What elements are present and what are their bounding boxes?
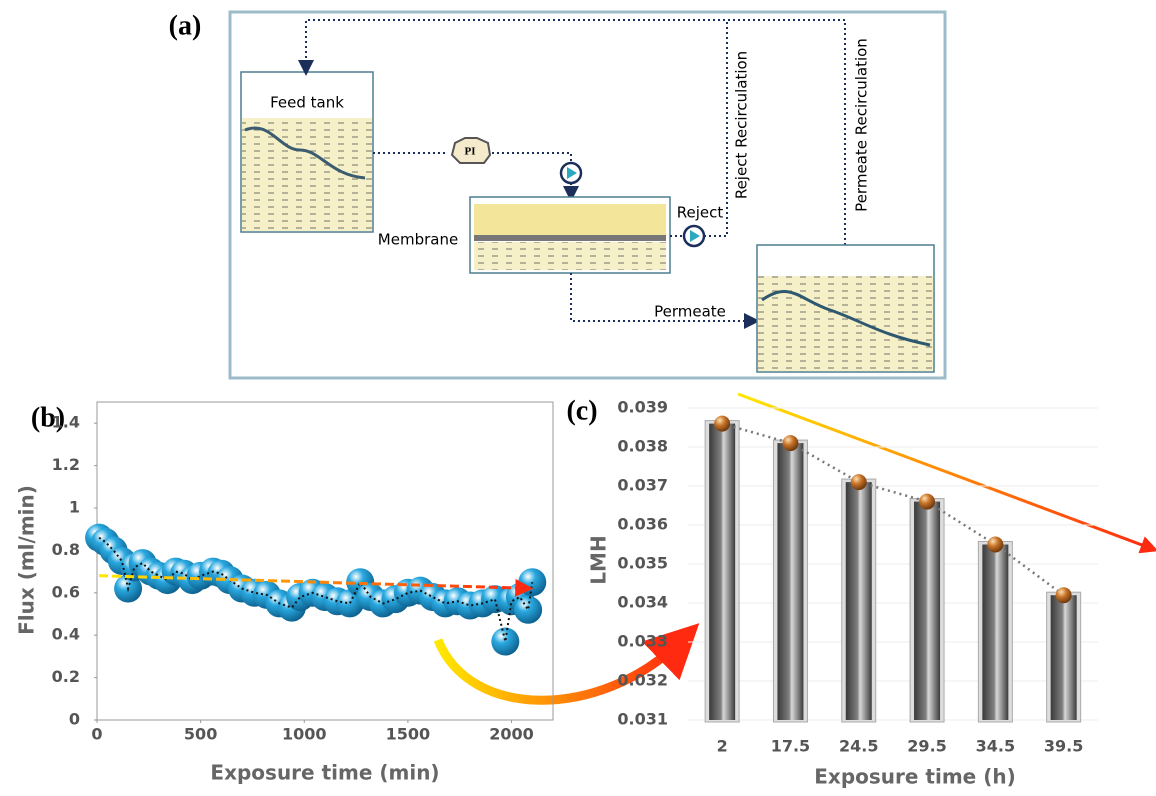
y-tick-label: 0.8: [52, 540, 80, 559]
connector: [492, 152, 572, 162]
x-tick-label: 29.5: [907, 737, 946, 756]
x-tick-label: 2: [717, 737, 728, 756]
bar: [777, 443, 804, 720]
bar: [1050, 595, 1077, 720]
y-tick-label: 0.039: [617, 398, 668, 417]
y-tick-label: 0: [69, 710, 80, 729]
bar: [914, 501, 941, 720]
y-tick-label: 0.036: [617, 515, 668, 534]
diagram: (a) Feed tank PI Membrane Reject Reject …: [169, 10, 947, 380]
x-tick-label: 2000: [489, 725, 534, 744]
feed-side: [474, 204, 666, 236]
permeate-side: [474, 242, 666, 270]
pressure-gauge: [450, 137, 492, 164]
marker: [987, 536, 1004, 553]
y-tick-label: 0.038: [617, 437, 668, 456]
marker: [1055, 587, 1072, 604]
x-tick-label: 500: [184, 725, 217, 744]
data-point: [514, 595, 543, 624]
connector: [570, 273, 760, 329]
x-tick-label: 0: [91, 725, 102, 744]
connector: [704, 20, 728, 237]
y-axis-title: LMH: [587, 535, 611, 584]
x-axis-title: Exposure time (h): [814, 765, 1015, 789]
node-label: Reject Recirculation: [733, 51, 751, 199]
pump-icon: [690, 230, 700, 242]
trend-arrow: [99, 574, 534, 597]
marker: [782, 435, 799, 452]
splash: [761, 289, 931, 347]
x-tick-label: 34.5: [976, 737, 1015, 756]
splash: [244, 126, 366, 180]
pump-icon: [567, 167, 577, 179]
data-point: [491, 627, 520, 656]
panel-label: (a): [169, 10, 202, 41]
bar: [845, 482, 872, 720]
y-tick-label: 0.033: [617, 632, 668, 651]
y-axis-title: Flux (ml/min): [15, 485, 39, 635]
y-tick-label: 1.2: [52, 455, 80, 474]
x-tick-label: 17.5: [771, 737, 810, 756]
x-tick-label: 39.5: [1044, 737, 1083, 756]
marker: [714, 415, 731, 432]
marker: [850, 474, 867, 491]
y-tick-label: 1: [69, 498, 80, 517]
x-tick-label: 24.5: [839, 737, 878, 756]
node-label: Permeate Recirculation: [853, 38, 871, 212]
link-arrow: [433, 623, 700, 705]
trend-arrow: [737, 392, 1156, 554]
panel-label: (c): [566, 395, 597, 426]
y-tick-label: 0.2: [52, 667, 80, 686]
bar: [982, 544, 1009, 720]
y-tick-label: 0.034: [617, 593, 668, 612]
y-tick-label: 0.031: [617, 710, 668, 729]
data-line: [98, 536, 534, 642]
plot-frame: [96, 401, 554, 721]
x-axis-title: Exposure time (min): [210, 761, 439, 785]
bar: [709, 423, 736, 720]
panel-label: (b): [31, 402, 65, 433]
x-tick-label: 1000: [282, 725, 327, 744]
node-label: Permeate: [654, 303, 726, 321]
node-label: PI: [465, 146, 476, 158]
node-label: Feed tank: [270, 94, 344, 112]
y-tick-label: 0.4: [52, 625, 80, 644]
y-tick-label: 0.6: [52, 582, 80, 601]
y-tick-label: 0.035: [617, 554, 668, 573]
y-tick-label: 0.032: [617, 671, 668, 690]
membrane: [474, 235, 666, 241]
y-tick-label: 1.4: [52, 413, 80, 432]
x-tick-label: 1500: [386, 725, 431, 744]
y-tick-label: 0.037: [617, 476, 668, 495]
node-label: Membrane: [378, 231, 458, 249]
node-label: Reject: [677, 204, 724, 222]
marker: [919, 493, 936, 510]
